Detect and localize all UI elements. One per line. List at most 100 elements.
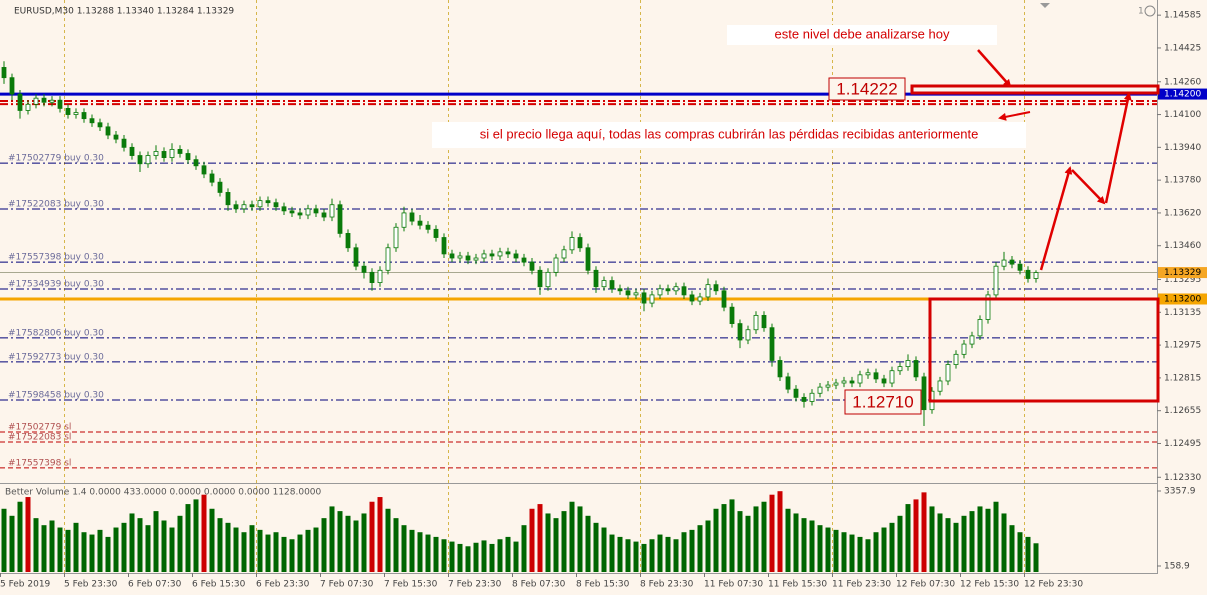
- candle-body: [889, 370, 895, 384]
- annotation: 1.14222: [836, 79, 897, 98]
- candle-body: [33, 97, 39, 105]
- candle-body: [193, 159, 199, 167]
- candle-body: [153, 151, 159, 156]
- volume-bar: [33, 518, 39, 572]
- candle-body: [881, 378, 887, 384]
- volume-bar: [145, 525, 151, 572]
- volume-bar: [425, 534, 431, 572]
- candle-body: [433, 228, 439, 238]
- price-tag: [1158, 293, 1207, 305]
- x-tick-label: 11 Feb 15:30: [768, 580, 827, 590]
- x-tick-label: 6 Feb 15:30: [192, 580, 246, 590]
- volume-bar: [273, 532, 279, 572]
- candle-body: [385, 247, 391, 271]
- volume-bar: [1017, 532, 1023, 572]
- volume-bar: [545, 513, 551, 572]
- volume-bar: [337, 511, 343, 572]
- level-label: #17557398 sl: [8, 458, 71, 468]
- volume-bar: [1025, 536, 1031, 572]
- candle-body: [969, 335, 975, 345]
- highlight-box: [928, 297, 1160, 403]
- candle-body: [353, 247, 359, 267]
- candles: [1, 61, 1039, 427]
- candle-body: [713, 284, 719, 292]
- candle-body: [649, 294, 655, 304]
- candle-body: [521, 257, 527, 263]
- volume-bar: [601, 527, 607, 572]
- candle-body: [137, 155, 143, 165]
- candle-body: [257, 200, 263, 208]
- candle-body: [809, 392, 815, 402]
- y-tick-label: 1.14585: [1164, 11, 1201, 21]
- candle-body: [977, 319, 983, 337]
- volume-bar: [1001, 513, 1007, 572]
- candle-body: [857, 374, 863, 384]
- candle-body: [97, 122, 103, 128]
- candle-body: [297, 212, 303, 216]
- volume-bar: [945, 518, 951, 572]
- candle-body: [753, 314, 759, 331]
- volume-bar: [777, 491, 783, 572]
- volume-bar: [1033, 543, 1039, 572]
- candle-body: [897, 366, 903, 372]
- candle-body: [545, 271, 551, 288]
- candle-body: [441, 237, 447, 255]
- candle-body: [377, 269, 383, 284]
- volume-bar: [1009, 525, 1015, 572]
- candle-body: [289, 210, 295, 214]
- volume-bar: [353, 520, 359, 572]
- volume-tick-label: 158.9: [1164, 562, 1190, 572]
- candle-body: [641, 292, 647, 304]
- volume-bar: [497, 539, 503, 572]
- volume-bar: [561, 511, 567, 572]
- volume-bar: [161, 520, 167, 572]
- close-icon[interactable]: [1144, 5, 1156, 17]
- x-tick-label: 6 Feb 23:30: [256, 580, 310, 590]
- volume-bar: [753, 506, 759, 572]
- candle-body: [961, 343, 967, 355]
- volume-bar: [857, 536, 863, 572]
- volume-bar: [921, 492, 927, 572]
- volume-bar: [905, 504, 911, 572]
- candle-body: [553, 257, 559, 273]
- level-label: #17502779 sl: [8, 422, 71, 432]
- candle-body: [601, 280, 607, 288]
- x-tick-label: 11 Feb 23:30: [832, 580, 891, 590]
- candle-body: [513, 253, 519, 259]
- volume-bar: [913, 499, 919, 572]
- price-tag-label: 1.13200: [1164, 294, 1201, 304]
- volume-bar: [985, 508, 991, 572]
- volume-bar: [801, 518, 807, 572]
- candle-body: [105, 126, 111, 136]
- volume-bar: [897, 515, 903, 572]
- x-tick-label: 5 Feb 2019: [0, 580, 51, 590]
- volume-bar: [65, 529, 71, 572]
- price-tag-label: 1.14200: [1164, 90, 1201, 100]
- candle-body: [89, 118, 95, 124]
- volume-bar: [401, 525, 407, 572]
- candle-body: [113, 134, 119, 140]
- arrow: [1039, 166, 1073, 271]
- candle-body: [593, 269, 599, 288]
- x-tick-label: 8 Feb 07:30: [512, 580, 566, 590]
- volume-bar: [121, 522, 127, 572]
- volume-bar: [841, 532, 847, 572]
- y-tick-label: 1.14100: [1164, 110, 1201, 120]
- candle-body: [689, 294, 695, 302]
- volume-bar: [265, 534, 271, 572]
- volume-bar: [465, 546, 471, 572]
- volume-bar: [81, 532, 87, 572]
- volume-bar: [713, 508, 719, 572]
- arrow: [977, 49, 1012, 88]
- x-tick-label: 11 Feb 07:30: [704, 580, 763, 590]
- volume-bar: [873, 532, 879, 572]
- candle-body: [281, 206, 287, 212]
- candle-body: [313, 208, 319, 214]
- candle-body: [273, 202, 279, 208]
- volume-bar: [489, 543, 495, 572]
- volume-bar: [417, 532, 423, 572]
- volume-bar: [369, 501, 375, 572]
- volume-bar: [193, 499, 199, 572]
- candle-body: [937, 380, 943, 392]
